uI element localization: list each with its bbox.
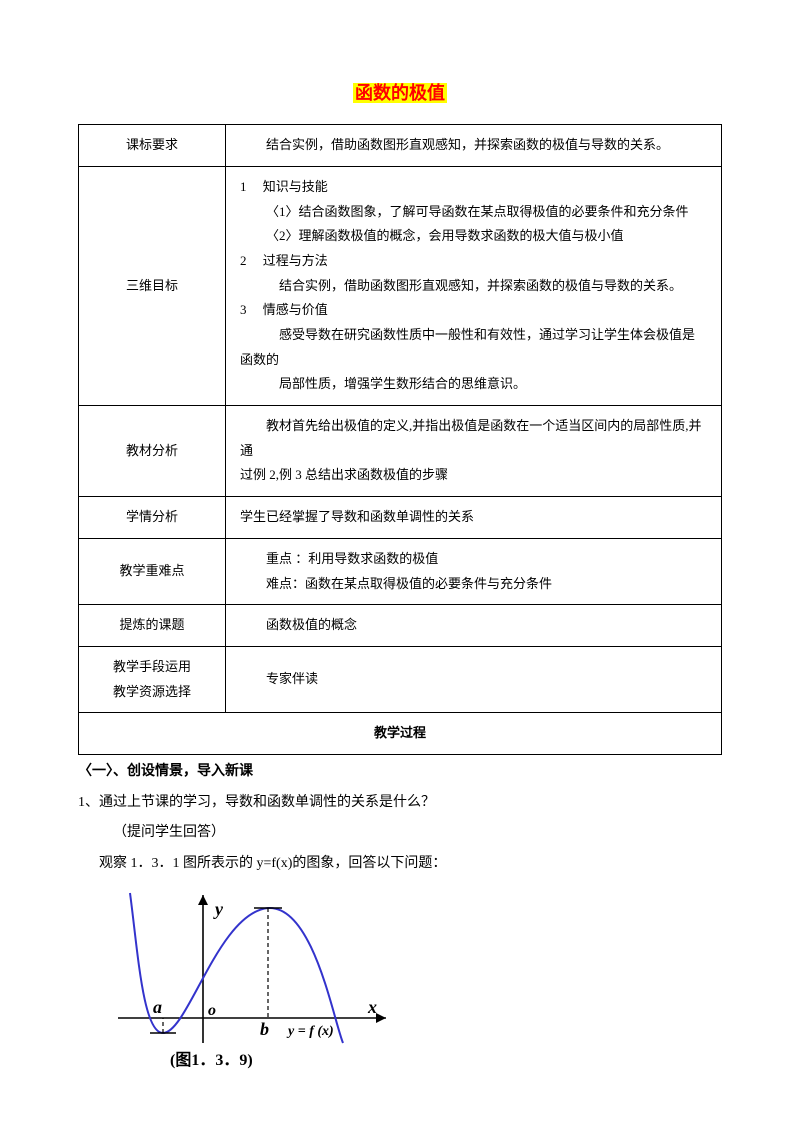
row-label: 课标要求	[79, 125, 226, 167]
row-label: 教学手段运用 教学资源选择	[79, 646, 226, 712]
line: 难点：函数在某点取得极值的必要条件与充分条件	[240, 572, 707, 597]
row-content: 结合实例，借助函数图形直观感知，并探索函数的极值与导数的关系。	[226, 125, 722, 167]
section-heading: 〈一〉、创设情景，导入新课	[78, 759, 722, 786]
row-label: 三维目标	[79, 166, 226, 405]
row-label: 提炼的课题	[79, 605, 226, 647]
figure-caption: (图1．3．9)	[170, 1051, 253, 1069]
line: 1 知识与技能	[240, 175, 707, 200]
table-row: 学情分析 学生已经掌握了导数和函数单调性的关系	[79, 497, 722, 539]
line: 重点 ：利用导数求函数的极值	[240, 547, 707, 572]
table-row: 课标要求 结合实例，借助函数图形直观感知，并探索函数的极值与导数的关系。	[79, 125, 722, 167]
row-content: 函数极值的概念	[226, 605, 722, 647]
body-text: 1、通过上节课的学习，导数和函数单调性的关系是什么？	[78, 790, 722, 817]
table-row: 教学手段运用 教学资源选择 专家伴读	[79, 646, 722, 712]
label-fn: y = f (x)	[286, 1024, 334, 1039]
row-content: 学生已经掌握了导数和函数单调性的关系	[226, 497, 722, 539]
table-row: 教学重难点 重点 ：利用导数求函数的极值 难点：函数在某点取得极值的必要条件与充…	[79, 538, 722, 604]
body-text: 观察 1．3．1 图所表示的 y=f(x)的图象，回答以下问题：	[78, 851, 722, 878]
table-row: 教学过程	[79, 713, 722, 755]
function-graph: y x a o b y = f (x) (图1．3．9)	[108, 883, 408, 1073]
row-label: 学情分析	[79, 497, 226, 539]
row-content: 教材首先给出极值的定义,并指出极值是函数在一个适当区间内的局部性质,并通 过例 …	[226, 406, 722, 497]
row-content: 重点 ：利用导数求函数的极值 难点：函数在某点取得极值的必要条件与充分条件	[226, 538, 722, 604]
process-header: 教学过程	[79, 713, 722, 755]
lesson-plan-table: 课标要求 结合实例，借助函数图形直观感知，并探索函数的极值与导数的关系。 三维目…	[78, 124, 722, 755]
title-text: 函数的极值	[353, 83, 447, 103]
curve	[130, 893, 343, 1043]
y-axis-arrow	[198, 895, 208, 905]
x-axis-arrow	[376, 1013, 386, 1023]
line: 教学手段运用	[93, 655, 211, 680]
label-y: y	[213, 899, 224, 919]
line: 局部性质，增强学生数形结合的思维意识。	[240, 372, 707, 397]
line: 〈2〉理解函数极值的概念，会用导数求函数的极大值与极小值	[240, 224, 707, 249]
row-content: 专家伴读	[226, 646, 722, 712]
label-a: a	[153, 997, 162, 1017]
doc-title: 函数的极值	[78, 76, 722, 110]
table-row: 教材分析 教材首先给出极值的定义,并指出极值是函数在一个适当区间内的局部性质,并…	[79, 406, 722, 497]
row-label: 教材分析	[79, 406, 226, 497]
label-b: b	[260, 1019, 269, 1039]
row-label: 教学重难点	[79, 538, 226, 604]
line: 教学资源选择	[93, 680, 211, 705]
row-content: 1 知识与技能 〈1〉结合函数图象，了解可导函数在某点取得极值的必要条件和充分条…	[226, 166, 722, 405]
line: 3 情感与价值	[240, 298, 707, 323]
label-x: x	[367, 997, 377, 1017]
table-row: 提炼的课题 函数极值的概念	[79, 605, 722, 647]
table-row: 三维目标 1 知识与技能 〈1〉结合函数图象，了解可导函数在某点取得极值的必要条…	[79, 166, 722, 405]
body-text: （提问学生回答）	[113, 820, 722, 847]
figure: y x a o b y = f (x) (图1．3．9)	[108, 883, 408, 1073]
line: 结合实例，借助函数图形直观感知，并探索函数的极值与导数的关系。	[240, 274, 707, 299]
line: 过例 2,例 3 总结出求函数极值的步骤	[240, 463, 707, 488]
line: 〈1〉结合函数图象，了解可导函数在某点取得极值的必要条件和充分条件	[240, 200, 707, 225]
line: 感受导数在研究函数性质中一般性和有效性，通过学习让学生体会极值是函数的	[240, 323, 707, 372]
line: 2 过程与方法	[240, 249, 707, 274]
line: 教材首先给出极值的定义,并指出极值是函数在一个适当区间内的局部性质,并通	[240, 414, 707, 463]
label-o: o	[208, 1002, 216, 1019]
